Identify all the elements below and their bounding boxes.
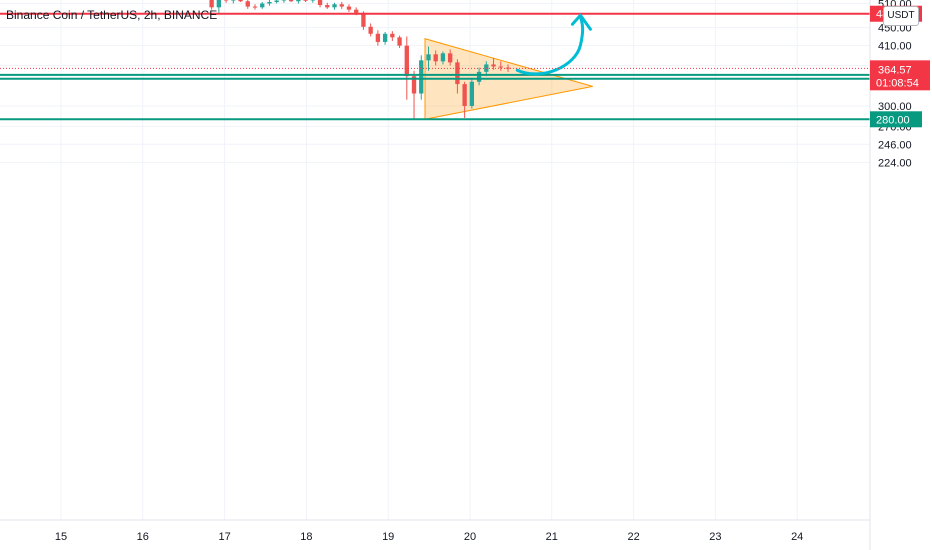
candle-body xyxy=(281,0,287,1)
level-tag-bg xyxy=(870,111,922,128)
x-tick-label: 22 xyxy=(627,531,639,543)
candle-body xyxy=(426,54,431,61)
candle-body xyxy=(368,26,373,34)
y-tick-label: 410.00 xyxy=(878,41,912,53)
y-tick-label: 510.00 xyxy=(878,0,912,11)
horizontal-levels xyxy=(0,12,870,121)
projection-arrow-head xyxy=(570,13,592,31)
x-tick-label: 21 xyxy=(546,531,558,543)
candle-body xyxy=(469,81,475,106)
candle-body xyxy=(216,0,222,8)
x-tick-label: 24 xyxy=(791,531,803,543)
candle-body xyxy=(462,84,467,106)
current-price-tag-bg xyxy=(870,60,930,91)
candle-body xyxy=(361,12,366,27)
candle-body xyxy=(346,6,352,10)
candle-body xyxy=(382,33,388,42)
candle-body xyxy=(419,60,424,94)
candle-body xyxy=(476,71,482,82)
candle-body xyxy=(296,0,301,2)
candle-body xyxy=(375,33,381,42)
candle-body xyxy=(317,0,323,6)
x-tick-label: 16 xyxy=(137,531,149,543)
candle-body xyxy=(332,4,337,8)
x-tick-label: 15 xyxy=(55,531,67,543)
x-tick-label: 18 xyxy=(300,531,312,543)
candle-body xyxy=(354,9,359,13)
candle-body xyxy=(231,0,236,1)
candle-body xyxy=(303,0,308,1)
candle-body xyxy=(288,0,294,2)
candle-body xyxy=(498,66,503,68)
level-tag-text: 280.00 xyxy=(876,114,910,126)
candle-body xyxy=(245,1,250,7)
candle-body xyxy=(310,0,315,1)
currency-button[interactable]: USDT xyxy=(883,6,919,26)
candle-body xyxy=(274,0,279,3)
countdown-text: 01:08:54 xyxy=(876,77,919,89)
x-axis-ticks: 15 16 17 18 19 20 21 22 23 24 xyxy=(55,531,803,543)
candle-body xyxy=(339,4,344,7)
candle-body xyxy=(433,54,438,62)
y-tick-label: 246.00 xyxy=(878,139,912,151)
candle-body xyxy=(491,64,496,67)
candle-body xyxy=(267,2,272,4)
candle-body xyxy=(397,37,402,46)
grid xyxy=(0,0,870,520)
x-tick-label: 19 xyxy=(382,531,394,543)
candle-body xyxy=(238,0,243,2)
candle-body xyxy=(448,53,453,63)
candle-body xyxy=(325,5,330,8)
x-tick-label: 20 xyxy=(464,531,476,543)
candles xyxy=(209,0,511,120)
candle-body xyxy=(252,6,258,8)
x-tick-label: 17 xyxy=(218,531,230,543)
y-tick-label: 300.00 xyxy=(878,101,912,113)
current-price-text: 364.57 xyxy=(878,64,912,76)
chart-title: Binance Coin / TetherUS, 2h, BINANCE xyxy=(6,8,218,22)
candle-body xyxy=(209,0,214,8)
candle-body xyxy=(390,33,395,38)
projection-arrow xyxy=(515,13,585,76)
candle-body xyxy=(223,0,229,1)
x-tick-label: 23 xyxy=(709,531,721,543)
y-tick-label: 224.00 xyxy=(878,157,912,169)
candle-body xyxy=(455,62,460,85)
candle-body xyxy=(440,53,446,62)
candle-body xyxy=(260,3,265,8)
candle-body xyxy=(411,76,417,94)
candle-body xyxy=(404,45,409,77)
